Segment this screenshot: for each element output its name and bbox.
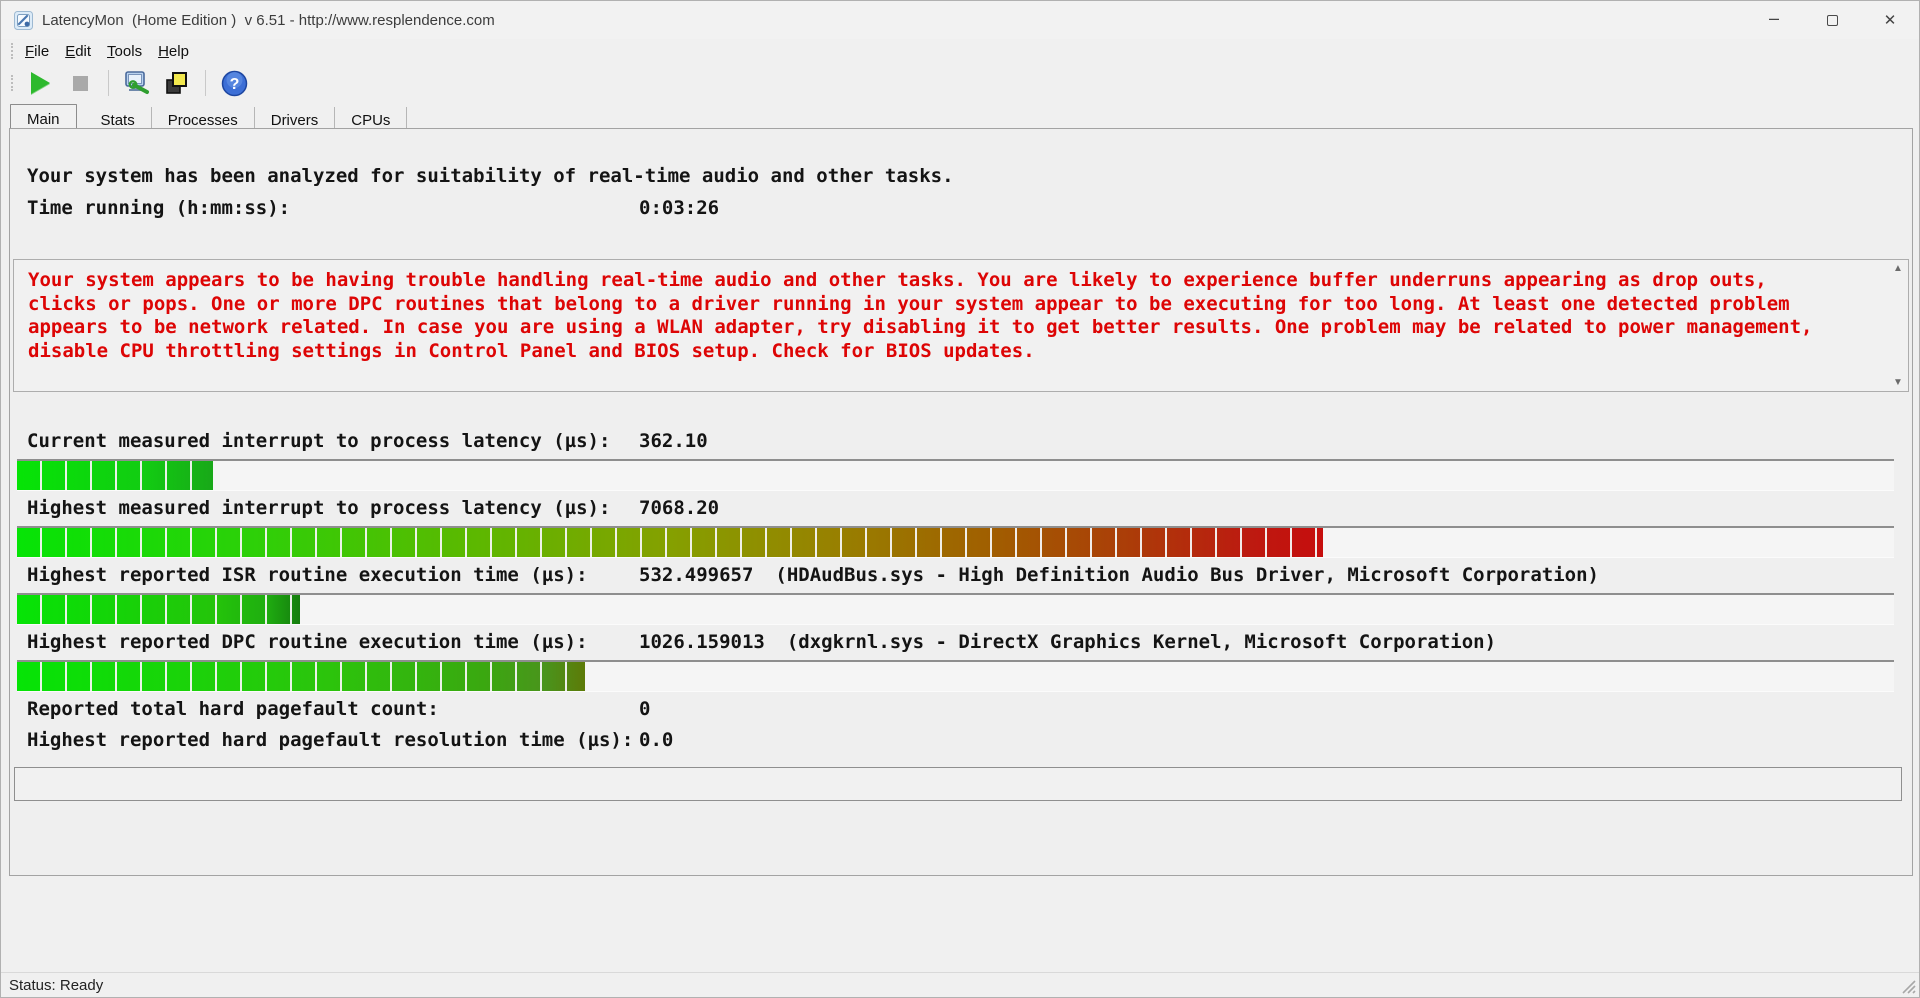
minimize-button[interactable] xyxy=(1745,1,1803,39)
measurement-value: 0.0 xyxy=(639,729,674,751)
title-bar[interactable]: LatencyMon (Home Edition ) v 6.51 - http… xyxy=(1,1,1919,39)
measurement-label: Highest reported ISR routine execution t… xyxy=(27,564,588,586)
help-button[interactable]: ? xyxy=(217,67,251,99)
menu-edit[interactable]: Edit xyxy=(65,42,92,60)
warning-text: Your system appears to be having trouble… xyxy=(14,260,1908,363)
svg-text:?: ? xyxy=(229,76,239,93)
toolbar-separator xyxy=(108,70,109,96)
measurement-label: Highest measured interrupt to process la… xyxy=(27,497,611,519)
menubar-gripper xyxy=(11,43,13,59)
warning-line: appears to be network related. In case y… xyxy=(28,316,1813,338)
latency-bar-fill xyxy=(17,662,585,691)
time-running-value: 0:03:26 xyxy=(639,197,720,219)
measurement-label-row: Highest reported ISR routine execution t… xyxy=(10,564,1914,593)
analyze-tools-button[interactable] xyxy=(120,67,154,99)
toolbar: ? xyxy=(1,63,1919,103)
toolbar-separator xyxy=(205,70,206,96)
resize-grip-icon[interactable] xyxy=(1900,978,1917,995)
measurement-driver-note: (HDAudBus.sys - High Definition Audio Bu… xyxy=(775,564,1599,586)
warning-line: clicks or pops. One or more DPC routines… xyxy=(28,292,1790,315)
measurement-value: 0 xyxy=(639,698,651,720)
analysis-headline: Your system has been analyzed for suitab… xyxy=(27,165,954,187)
analysis-summary: Your system has been analyzed for suitab… xyxy=(27,165,1892,219)
latency-bar-fill xyxy=(17,595,300,624)
measurement-label: Highest reported DPC routine execution t… xyxy=(27,631,588,653)
status-bar: Status: Ready xyxy=(1,972,1919,997)
measurement-label-row: Current measured interrupt to process la… xyxy=(10,430,1914,459)
latency-bar-trough xyxy=(17,526,1894,558)
warning-line: disable CPU throttling settings in Contr… xyxy=(28,339,1035,362)
menu-bar: File Edit Tools Help xyxy=(1,39,1919,63)
latency-bar-trough xyxy=(17,459,1894,491)
details-box xyxy=(14,767,1902,801)
layered-windows-icon xyxy=(166,72,187,94)
app-icon xyxy=(14,10,33,30)
measurement-label-row: Highest measured interrupt to process la… xyxy=(10,497,1914,526)
close-button[interactable] xyxy=(1861,1,1919,39)
start-monitor-button[interactable] xyxy=(23,67,57,99)
latency-bar-trough xyxy=(17,660,1894,692)
menu-file[interactable]: File xyxy=(25,42,50,60)
warning-scrollbar[interactable]: ▲ ▼ xyxy=(1890,261,1906,390)
windows-view-button[interactable] xyxy=(160,67,194,99)
measurement-value: 1026.159013 xyxy=(639,631,765,653)
latency-bar-fill xyxy=(17,461,213,490)
measurement-value: 7068.20 xyxy=(639,497,720,519)
warning-report-box[interactable]: Your system appears to be having trouble… xyxy=(13,259,1909,392)
tab-cpus[interactable]: CPUs xyxy=(335,107,408,132)
measurement-label-row: Reported total hard pagefault count: 0 xyxy=(10,698,1914,729)
tab-stats[interactable]: Stats xyxy=(85,107,152,132)
tab-drivers[interactable]: Drivers xyxy=(255,107,336,132)
main-tab-page: Your system has been analyzed for suitab… xyxy=(9,128,1913,876)
warning-line: Your system appears to be having trouble… xyxy=(28,269,1767,291)
measurement-label: Reported total hard pagefault count: xyxy=(27,698,439,720)
maximize-button[interactable] xyxy=(1803,1,1861,39)
play-icon xyxy=(30,72,50,94)
measurement-label: Current measured interrupt to process la… xyxy=(27,430,611,452)
measurement-label-row: Highest reported DPC routine execution t… xyxy=(10,631,1914,660)
latency-bar-fill xyxy=(17,528,1323,557)
stop-monitor-button[interactable] xyxy=(63,67,97,99)
measurement-rows: Current measured interrupt to process la… xyxy=(10,430,1914,760)
status-text: Status: Ready xyxy=(9,976,104,994)
menu-tools[interactable]: Tools xyxy=(107,42,143,60)
tab-bar: Main Stats Processes Drivers CPUs xyxy=(1,103,1919,132)
measurement-label-row: Highest reported hard pagefault resoluti… xyxy=(10,729,1914,760)
toolbar-gripper xyxy=(11,75,13,91)
measurement-label: Highest reported hard pagefault resoluti… xyxy=(27,729,634,751)
tab-processes[interactable]: Processes xyxy=(152,107,255,132)
time-running-row: Time running (h:mm:ss): 0:03:26 xyxy=(27,197,1892,219)
time-running-label: Time running (h:mm:ss): xyxy=(27,197,291,219)
window-title: LatencyMon (Home Edition ) v 6.51 - http… xyxy=(42,11,495,29)
stop-icon xyxy=(72,75,88,91)
monitor-wrench-icon xyxy=(125,71,149,94)
measurement-value: 532.499657 xyxy=(639,564,754,586)
latency-bar-trough xyxy=(17,593,1894,625)
help-icon: ? xyxy=(221,70,247,96)
measurement-value: 362.10 xyxy=(639,430,708,452)
scroll-down-icon[interactable]: ▼ xyxy=(1893,377,1903,388)
menu-help[interactable]: Help xyxy=(158,42,189,60)
tab-main[interactable]: Main xyxy=(10,104,77,132)
scroll-up-icon[interactable]: ▲ xyxy=(1893,263,1903,274)
measurement-driver-note: (dxgkrnl.sys - DirectX Graphics Kernel, … xyxy=(786,631,1497,653)
